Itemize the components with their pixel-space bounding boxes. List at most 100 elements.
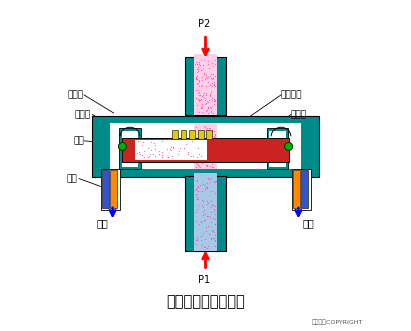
Point bbox=[194, 195, 201, 200]
Point bbox=[198, 218, 204, 224]
Bar bbox=[185, 57, 226, 115]
Point bbox=[203, 180, 210, 186]
Point bbox=[206, 125, 213, 130]
Text: 硅膜片: 硅膜片 bbox=[291, 110, 307, 119]
Point bbox=[208, 164, 215, 169]
Point bbox=[205, 243, 212, 249]
Point bbox=[158, 150, 165, 155]
Point bbox=[135, 138, 142, 144]
Bar bbox=[92, 116, 319, 177]
Point bbox=[194, 148, 200, 153]
Point bbox=[199, 243, 206, 248]
Bar bbox=[110, 123, 301, 169]
Point bbox=[203, 186, 210, 191]
Point bbox=[210, 96, 217, 101]
Point bbox=[188, 154, 195, 159]
Point bbox=[207, 73, 213, 78]
Point bbox=[212, 203, 219, 209]
Point bbox=[200, 209, 206, 214]
Point bbox=[207, 91, 213, 97]
Point bbox=[210, 71, 216, 76]
Point bbox=[194, 69, 201, 74]
Point bbox=[193, 76, 199, 81]
Point bbox=[205, 201, 211, 206]
Text: P1: P1 bbox=[199, 275, 210, 285]
Bar bbox=[135, 140, 207, 160]
Point bbox=[208, 84, 215, 89]
Point bbox=[192, 62, 199, 67]
Point bbox=[195, 145, 202, 150]
Point bbox=[204, 199, 210, 204]
Point bbox=[196, 92, 203, 97]
Point bbox=[211, 216, 218, 222]
Point bbox=[208, 75, 214, 80]
Point bbox=[208, 144, 215, 149]
Text: 高压腔: 高压腔 bbox=[74, 110, 90, 119]
Point bbox=[208, 89, 214, 94]
Point bbox=[211, 129, 218, 134]
Point bbox=[211, 137, 217, 142]
Point bbox=[194, 184, 201, 189]
Point bbox=[194, 234, 200, 240]
Bar bbox=[301, 170, 308, 208]
Point bbox=[210, 137, 216, 142]
Point bbox=[204, 108, 211, 113]
Point bbox=[196, 77, 203, 83]
Point bbox=[201, 123, 208, 128]
Point bbox=[156, 152, 162, 157]
Point bbox=[193, 241, 199, 246]
Point bbox=[208, 209, 215, 214]
Point bbox=[193, 75, 199, 80]
Point bbox=[205, 214, 211, 219]
Point bbox=[196, 78, 202, 84]
Point bbox=[194, 68, 201, 73]
Point bbox=[211, 79, 217, 84]
Point bbox=[212, 221, 218, 227]
Point bbox=[141, 148, 148, 154]
Point bbox=[210, 236, 217, 241]
Point bbox=[196, 147, 202, 152]
Point bbox=[148, 147, 154, 152]
Point bbox=[211, 237, 218, 243]
Point bbox=[152, 142, 158, 147]
Point bbox=[203, 135, 210, 141]
Point bbox=[198, 82, 205, 87]
Bar bbox=[172, 130, 178, 139]
Point bbox=[193, 60, 199, 65]
Point bbox=[193, 218, 199, 223]
Point bbox=[211, 142, 218, 147]
Point bbox=[139, 143, 145, 148]
Point bbox=[210, 227, 217, 232]
Point bbox=[211, 221, 218, 226]
Point bbox=[205, 79, 212, 85]
Point bbox=[204, 125, 210, 130]
Point bbox=[208, 105, 214, 111]
Bar bbox=[189, 130, 195, 139]
Point bbox=[200, 146, 206, 151]
Point bbox=[207, 237, 214, 242]
Point bbox=[210, 148, 217, 154]
Point bbox=[196, 163, 202, 168]
Point bbox=[199, 198, 205, 203]
Point bbox=[198, 237, 204, 243]
Point bbox=[199, 203, 205, 208]
Point bbox=[198, 157, 204, 162]
Bar bbox=[122, 138, 289, 162]
Point bbox=[199, 105, 205, 111]
Point bbox=[202, 218, 209, 223]
Point bbox=[168, 144, 175, 150]
Point bbox=[194, 207, 201, 212]
Point bbox=[203, 162, 209, 167]
Point bbox=[210, 75, 217, 81]
Point bbox=[204, 185, 210, 190]
Point bbox=[177, 145, 183, 151]
Point bbox=[193, 103, 200, 108]
Point bbox=[194, 197, 201, 202]
Point bbox=[194, 178, 200, 184]
Point bbox=[201, 70, 207, 75]
Point bbox=[209, 104, 215, 109]
Point bbox=[205, 130, 211, 136]
Point bbox=[194, 237, 200, 243]
Point bbox=[205, 100, 212, 105]
Text: 引线: 引线 bbox=[67, 174, 78, 183]
